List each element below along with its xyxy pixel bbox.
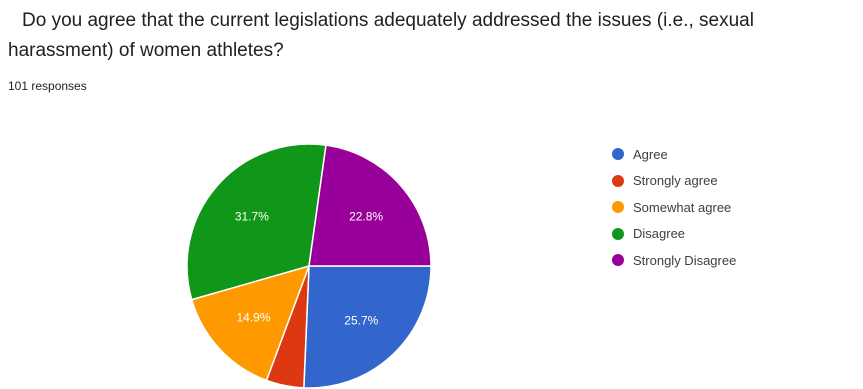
pie-slice-label: 14.9% bbox=[236, 310, 270, 324]
legend-label: Strongly Disagree bbox=[633, 252, 737, 268]
legend-item[interactable]: Agree bbox=[612, 141, 736, 168]
pie-slice-strongly-disagree bbox=[308, 144, 432, 267]
pie-slice-label: 25.7% bbox=[344, 314, 378, 328]
pie-slice-somewhat-agree bbox=[190, 264, 311, 382]
legend-swatch bbox=[612, 148, 624, 161]
legend-swatch bbox=[612, 201, 624, 214]
chart-legend: Agree Strongly agree Somewhat agree Disagre… bbox=[612, 141, 736, 274]
legend-label: Strongly agree bbox=[633, 173, 718, 189]
legend-swatch bbox=[612, 254, 624, 267]
legend-item[interactable]: Disagree bbox=[612, 221, 736, 248]
question-title: Do you agree that the current legislatio… bbox=[8, 10, 754, 61]
legend-swatch bbox=[612, 174, 624, 187]
legend-label: Somewhat agree bbox=[633, 199, 732, 215]
legend-label: Agree bbox=[633, 146, 668, 162]
legend-item[interactable]: Strongly Disagree bbox=[612, 247, 736, 274]
legend-item[interactable]: Somewhat agree bbox=[612, 194, 736, 221]
pie-slice-label: 31.7% bbox=[235, 209, 269, 223]
legend-swatch bbox=[612, 227, 624, 240]
pie-slice-agree bbox=[303, 265, 432, 389]
pie-slice-disagree bbox=[186, 143, 327, 301]
pie-slice-label: 22.8% bbox=[349, 209, 383, 223]
legend-item[interactable]: Strongly agree bbox=[612, 168, 736, 195]
legend-label: Disagree bbox=[633, 226, 686, 242]
response-count: 101 responses bbox=[8, 79, 87, 93]
